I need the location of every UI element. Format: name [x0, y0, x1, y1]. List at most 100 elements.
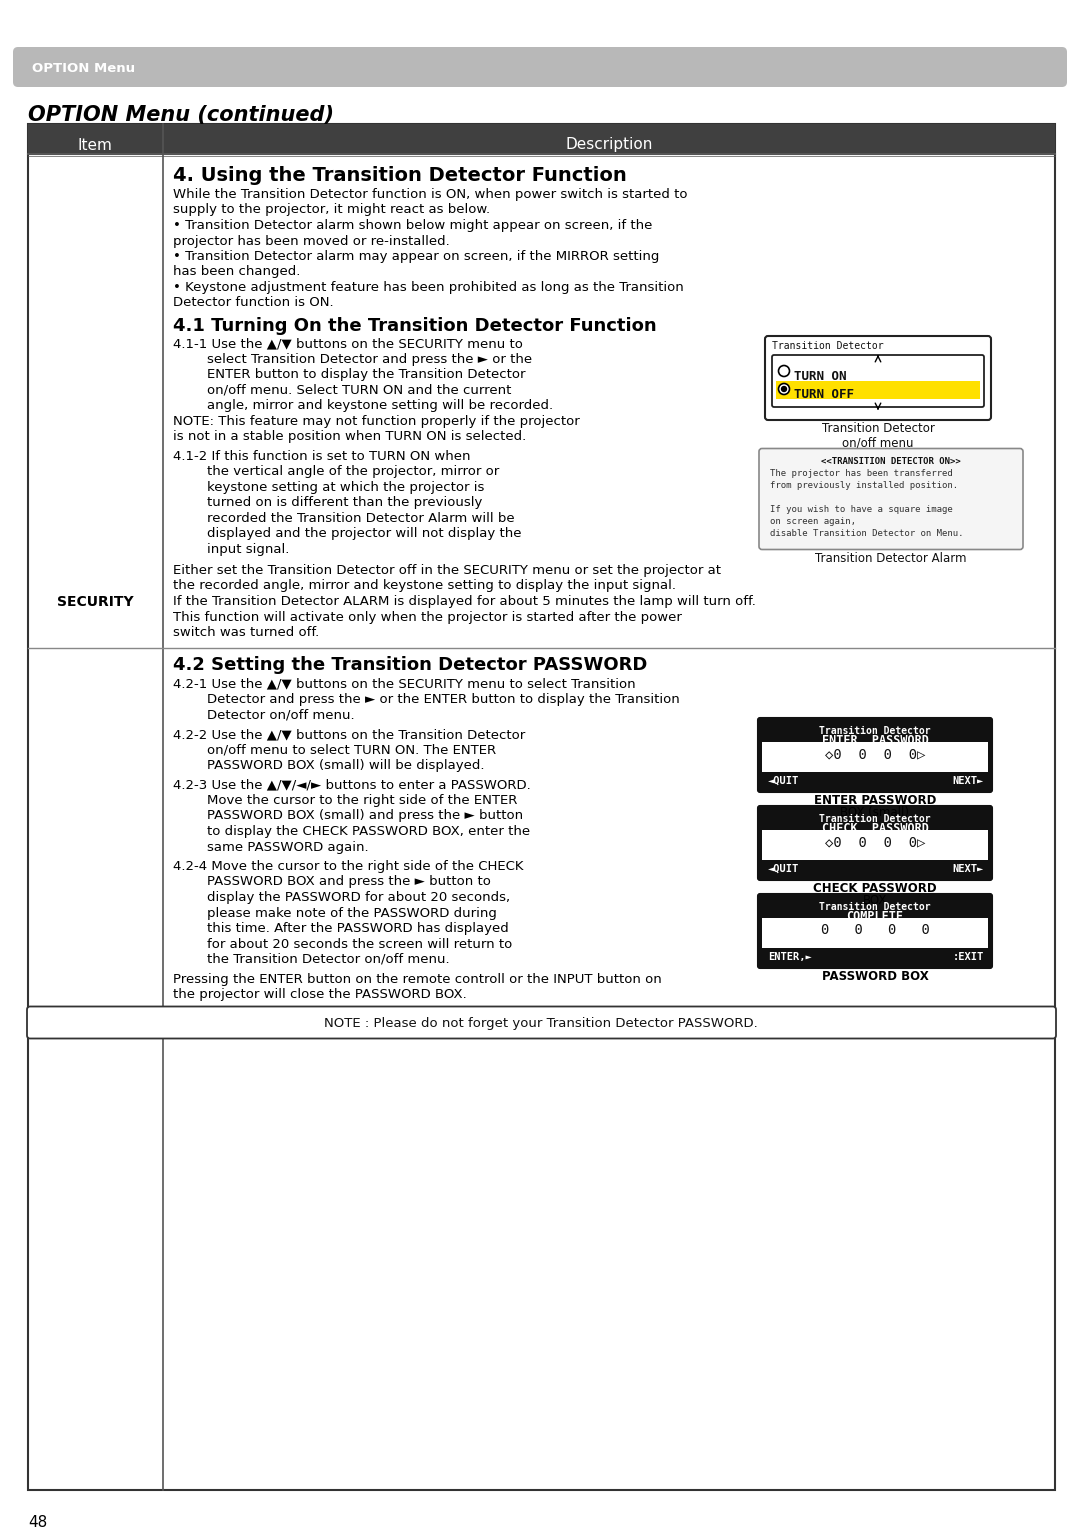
Text: this time. After the PASSWORD has displayed: this time. After the PASSWORD has displa… — [173, 922, 509, 935]
Text: • Keystone adjustment feature has been prohibited as long as the Transition: • Keystone adjustment feature has been p… — [173, 280, 684, 294]
Bar — [777, 381, 980, 398]
Text: NEXT►: NEXT► — [953, 777, 984, 786]
Text: 4.1 Turning On the Transition Detector Function: 4.1 Turning On the Transition Detector F… — [173, 317, 657, 336]
Text: same PASSWORD again.: same PASSWORD again. — [173, 841, 368, 853]
Text: BOX: BOX — [863, 895, 887, 907]
FancyBboxPatch shape — [758, 895, 993, 968]
Text: 48: 48 — [28, 1515, 48, 1530]
Text: Transition Detector
on/off menu: Transition Detector on/off menu — [822, 421, 934, 450]
Text: ENTER PASSWORD: ENTER PASSWORD — [814, 794, 936, 807]
Text: COMPLETE: COMPLETE — [847, 910, 904, 922]
Text: please make note of the PASSWORD during: please make note of the PASSWORD during — [173, 907, 497, 919]
Text: ◇0  0  0  0▷: ◇0 0 0 0▷ — [825, 748, 926, 761]
Text: If you wish to have a square image: If you wish to have a square image — [770, 506, 953, 515]
Text: While the Transition Detector function is ON, when power switch is started to: While the Transition Detector function i… — [173, 188, 688, 201]
Bar — [762, 741, 988, 772]
Text: recorded the Transition Detector Alarm will be: recorded the Transition Detector Alarm w… — [173, 512, 515, 524]
FancyBboxPatch shape — [758, 719, 993, 792]
Text: PASSWORD BOX: PASSWORD BOX — [822, 970, 929, 984]
Text: 4.2-4 Move the cursor to the right side of the CHECK: 4.2-4 Move the cursor to the right side … — [173, 859, 524, 873]
Text: PASSWORD BOX and press the ► button to: PASSWORD BOX and press the ► button to — [173, 875, 491, 889]
Text: the Transition Detector on/off menu.: the Transition Detector on/off menu. — [173, 953, 449, 967]
Text: Detector on/off menu.: Detector on/off menu. — [173, 708, 354, 722]
FancyBboxPatch shape — [765, 336, 991, 420]
Text: projector has been moved or re-installed.: projector has been moved or re-installed… — [173, 234, 449, 248]
Text: switch was turned off.: switch was turned off. — [173, 627, 320, 639]
Text: TURN ON: TURN ON — [794, 369, 847, 383]
Text: 4.1-2 If this function is set to TURN ON when: 4.1-2 If this function is set to TURN ON… — [173, 449, 471, 463]
Text: from previously installed position.: from previously installed position. — [770, 481, 958, 490]
Text: the vertical angle of the projector, mirror or: the vertical angle of the projector, mir… — [173, 466, 499, 478]
Text: displayed and the projector will not display the: displayed and the projector will not dis… — [173, 527, 522, 539]
Text: 4.2-2 Use the ▲/▼ buttons on the Transition Detector: 4.2-2 Use the ▲/▼ buttons on the Transit… — [173, 728, 525, 741]
Text: BOX (small): BOX (small) — [840, 806, 909, 820]
Text: This function will activate only when the projector is started after the power: This function will activate only when th… — [173, 610, 681, 624]
Text: turned on is different than the previously: turned on is different than the previous… — [173, 496, 483, 509]
Bar — [28, 124, 1055, 155]
Text: • Transition Detector alarm shown below might appear on screen, if the: • Transition Detector alarm shown below … — [173, 219, 652, 231]
FancyBboxPatch shape — [758, 806, 993, 879]
Text: PASSWORD BOX (small) will be displayed.: PASSWORD BOX (small) will be displayed. — [173, 758, 485, 772]
Text: :EXIT: :EXIT — [953, 951, 984, 962]
Text: input signal.: input signal. — [173, 542, 289, 556]
Text: 4.2 Setting the Transition Detector PASSWORD: 4.2 Setting the Transition Detector PASS… — [173, 656, 647, 674]
Bar — [762, 918, 988, 948]
Text: supply to the projector, it might react as below.: supply to the projector, it might react … — [173, 204, 490, 216]
Text: keystone setting at which the projector is: keystone setting at which the projector … — [173, 481, 484, 493]
Text: to display the CHECK PASSWORD BOX, enter the: to display the CHECK PASSWORD BOX, enter… — [173, 826, 530, 838]
Text: 4.2-1 Use the ▲/▼ buttons on the SECURITY menu to select Transition: 4.2-1 Use the ▲/▼ buttons on the SECURIT… — [173, 677, 636, 691]
Text: CHECK  PASSWORD: CHECK PASSWORD — [822, 823, 929, 835]
Text: angle, mirror and keystone setting will be recorded.: angle, mirror and keystone setting will … — [173, 398, 553, 412]
Text: OPTION Menu: OPTION Menu — [32, 61, 135, 75]
Text: Description: Description — [565, 138, 652, 153]
Circle shape — [782, 386, 786, 392]
Text: on screen again,: on screen again, — [770, 518, 856, 527]
Text: Transition Detector: Transition Detector — [820, 902, 931, 912]
Text: 0   0   0   0: 0 0 0 0 — [821, 922, 930, 938]
Text: NOTE : Please do not forget your Transition Detector PASSWORD.: NOTE : Please do not forget your Transit… — [324, 1017, 758, 1031]
FancyBboxPatch shape — [13, 47, 1067, 87]
Circle shape — [779, 383, 789, 395]
Text: 4.1-1 Use the ▲/▼ buttons on the SECURITY menu to: 4.1-1 Use the ▲/▼ buttons on the SECURIT… — [173, 337, 523, 349]
FancyBboxPatch shape — [759, 449, 1023, 550]
Text: has been changed.: has been changed. — [173, 265, 300, 279]
Text: 4.2-3 Use the ▲/▼/◄/► buttons to enter a PASSWORD.: 4.2-3 Use the ▲/▼/◄/► buttons to enter a… — [173, 778, 530, 792]
Text: Item: Item — [78, 138, 112, 153]
Text: ENTER  PASSWORD: ENTER PASSWORD — [822, 734, 929, 748]
Text: OPTION Menu (continued): OPTION Menu (continued) — [28, 106, 334, 126]
Text: ENTER,►: ENTER,► — [768, 951, 812, 962]
Circle shape — [779, 366, 789, 377]
Text: The projector has been transferred: The projector has been transferred — [770, 469, 953, 478]
Text: for about 20 seconds the screen will return to: for about 20 seconds the screen will ret… — [173, 938, 512, 950]
Text: the recorded angle, mirror and keystone setting to display the input signal.: the recorded angle, mirror and keystone … — [173, 579, 676, 593]
Text: ◄QUIT: ◄QUIT — [768, 777, 799, 786]
Text: display the PASSWORD for about 20 seconds,: display the PASSWORD for about 20 second… — [173, 892, 510, 904]
Text: on/off menu. Select TURN ON and the current: on/off menu. Select TURN ON and the curr… — [173, 383, 511, 397]
FancyBboxPatch shape — [772, 355, 984, 408]
Text: CHECK PASSWORD: CHECK PASSWORD — [813, 882, 936, 895]
Text: on/off menu to select TURN ON. The ENTER: on/off menu to select TURN ON. The ENTER — [173, 743, 496, 757]
Text: select Transition Detector and press the ► or the: select Transition Detector and press the… — [173, 352, 532, 366]
Text: SECURITY: SECURITY — [56, 594, 133, 610]
Text: ◇0  0  0  0▷: ◇0 0 0 0▷ — [825, 835, 926, 849]
FancyBboxPatch shape — [27, 1007, 1056, 1039]
Bar — [28, 124, 1055, 1491]
Text: Either set the Transition Detector off in the SECURITY menu or set the projector: Either set the Transition Detector off i… — [173, 564, 721, 578]
Text: ENTER button to display the Transition Detector: ENTER button to display the Transition D… — [173, 368, 526, 381]
Text: TURN OFF: TURN OFF — [794, 388, 854, 400]
Text: 4. Using the Transition Detector Function: 4. Using the Transition Detector Functio… — [173, 165, 626, 185]
Text: Pressing the ENTER button on the remote controll or the INPUT button on: Pressing the ENTER button on the remote … — [173, 973, 662, 985]
Text: the projector will close the PASSWORD BOX.: the projector will close the PASSWORD BO… — [173, 988, 467, 1000]
Text: <<TRANSITION DETECTOR ON>>: <<TRANSITION DETECTOR ON>> — [821, 458, 961, 467]
Text: If the Transition Detector ALARM is displayed for about 5 minutes the lamp will : If the Transition Detector ALARM is disp… — [173, 594, 756, 608]
Text: Transition Detector: Transition Detector — [820, 813, 931, 824]
Text: Detector and press the ► or the ENTER button to display the Transition: Detector and press the ► or the ENTER bu… — [173, 692, 679, 706]
Text: is not in a stable position when TURN ON is selected.: is not in a stable position when TURN ON… — [173, 430, 526, 443]
Text: Transition Detector: Transition Detector — [820, 726, 931, 735]
Text: Detector function is ON.: Detector function is ON. — [173, 297, 334, 309]
Text: • Transition Detector alarm may appear on screen, if the MIRROR setting: • Transition Detector alarm may appear o… — [173, 250, 660, 264]
Text: disable Transition Detector on Menu.: disable Transition Detector on Menu. — [770, 530, 963, 539]
Bar — [762, 830, 988, 859]
Text: PASSWORD BOX (small) and press the ► button: PASSWORD BOX (small) and press the ► but… — [173, 809, 523, 823]
Text: ◄QUIT: ◄QUIT — [768, 864, 799, 873]
